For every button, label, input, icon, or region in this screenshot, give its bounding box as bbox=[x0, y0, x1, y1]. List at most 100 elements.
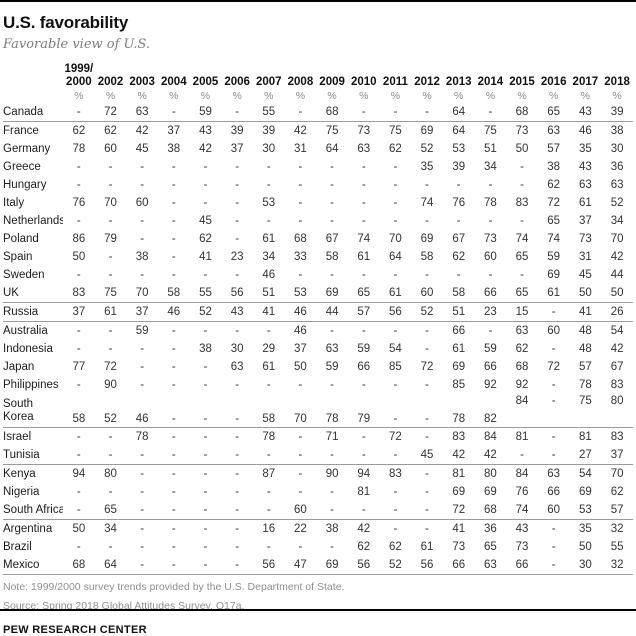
country-label: Italy bbox=[3, 196, 25, 209]
value-cell: 52 bbox=[420, 143, 434, 155]
value-cell: 59 bbox=[135, 325, 149, 337]
value-cell: - bbox=[108, 161, 113, 173]
value-cell: 30 bbox=[262, 143, 276, 155]
year-header: 2015 bbox=[509, 76, 535, 88]
value-cell: 66 bbox=[506, 556, 538, 575]
value-cell: 75 bbox=[389, 125, 402, 137]
percent-sign: % bbox=[137, 90, 147, 102]
value-cell: 76 bbox=[72, 197, 86, 209]
value-cell: - bbox=[203, 179, 208, 191]
value-cell: - bbox=[108, 325, 113, 337]
value-cell: 36 bbox=[610, 161, 624, 173]
value-cell: - bbox=[316, 501, 348, 520]
value-cell: 81 bbox=[452, 468, 466, 480]
value-cell: 43 bbox=[578, 161, 592, 173]
year-header: 2014 bbox=[477, 76, 504, 88]
value-cell: 74 bbox=[547, 233, 561, 245]
value-cell: - bbox=[221, 446, 253, 465]
value-cell: 37 bbox=[167, 125, 181, 137]
value-cell: - bbox=[203, 541, 208, 553]
value-cell: 63 bbox=[547, 125, 561, 137]
value-cell: - bbox=[361, 161, 366, 173]
value-cell: 81 bbox=[578, 431, 592, 443]
value-cell: 47 bbox=[284, 556, 317, 575]
value-cell: - bbox=[361, 197, 366, 209]
value-cell: 57 bbox=[347, 302, 380, 322]
value-cell: - bbox=[108, 486, 113, 498]
value-cell: 78 bbox=[442, 394, 475, 428]
value-cell: 52 bbox=[189, 302, 222, 322]
value-cell: 38 bbox=[325, 523, 339, 535]
value-cell: 36 bbox=[483, 523, 497, 535]
table-row: Germany 78 60 45 38 42 37 30 31 64 63 62 52 53 51 50 57 3… bbox=[3, 140, 633, 158]
value-cell: - bbox=[140, 468, 145, 480]
value-cell: 69 bbox=[483, 486, 497, 498]
value-cell: - bbox=[76, 269, 81, 281]
value-cell: 66 bbox=[452, 325, 466, 337]
value-cell: 66 bbox=[474, 284, 507, 303]
value-cell: 45 bbox=[411, 446, 443, 465]
value-cell: - bbox=[361, 431, 366, 443]
value-cell: - bbox=[203, 161, 208, 173]
value-cell: - bbox=[266, 179, 271, 191]
percent-sign: % bbox=[580, 90, 591, 102]
value-cell: - bbox=[551, 343, 556, 355]
value-cell: - bbox=[157, 103, 190, 122]
value-cell: 45 bbox=[135, 143, 149, 155]
value-cell: 58 bbox=[252, 394, 285, 428]
value-cell: 66 bbox=[547, 486, 561, 498]
value-cell: - bbox=[235, 233, 240, 245]
value-cell: 78 bbox=[72, 143, 86, 155]
value-cell: - bbox=[488, 269, 493, 281]
value-cell: 38 bbox=[199, 343, 212, 355]
value-cell: 72 bbox=[389, 431, 402, 443]
value-cell: 65 bbox=[537, 103, 570, 122]
value-cell: 70 bbox=[104, 197, 117, 209]
value-cell: - bbox=[157, 556, 190, 575]
value-cell: 46 bbox=[294, 325, 307, 337]
value-cell: - bbox=[393, 215, 398, 227]
year-header: 2012 bbox=[414, 76, 440, 88]
country-label: Sweden bbox=[3, 268, 45, 281]
value-cell: 42 bbox=[610, 343, 624, 355]
value-cell: - bbox=[108, 215, 113, 227]
percent-sign: % bbox=[359, 90, 369, 102]
value-cell: - bbox=[235, 325, 240, 337]
table-row: Kenya 94 80 - - - - 87 - 90 94 83 - 81 80 84 63 54 70 bbox=[3, 465, 633, 484]
value-cell: 22 bbox=[294, 523, 307, 535]
year-header: 2009 bbox=[319, 76, 345, 88]
value-cell: - bbox=[520, 215, 524, 227]
value-cell: 46 bbox=[578, 125, 592, 137]
value-cell: - bbox=[425, 179, 429, 191]
value-cell: 50 bbox=[294, 361, 307, 373]
value-cell: 39 bbox=[230, 125, 244, 137]
value-cell: - bbox=[284, 103, 317, 122]
value-cell: 83 bbox=[515, 197, 529, 209]
value-cell: - bbox=[203, 468, 208, 480]
country-label: Poland bbox=[3, 232, 39, 245]
value-cell: 59 bbox=[357, 343, 371, 355]
value-cell: 65 bbox=[547, 215, 561, 227]
value-cell: 33 bbox=[294, 251, 307, 263]
percent-sign: % bbox=[295, 90, 306, 102]
value-cell: 16 bbox=[262, 523, 276, 535]
value-cell: 69 bbox=[420, 233, 434, 245]
value-cell: 74 bbox=[506, 501, 538, 520]
value-cell: 50 bbox=[72, 523, 86, 535]
value-cell: 38 bbox=[135, 251, 149, 263]
value-cell: 65 bbox=[347, 284, 380, 303]
value-cell: 67 bbox=[610, 361, 624, 373]
value-cell: 62 bbox=[452, 251, 466, 263]
value-cell: 57 bbox=[547, 143, 561, 155]
percent-sign: % bbox=[422, 90, 432, 102]
value-cell: - bbox=[330, 325, 335, 337]
value-cell: - bbox=[140, 361, 145, 373]
table-row: Israel - - 78 - - - 78 - 71 - 72 - 83 84 81 - 81 83 bbox=[3, 428, 633, 447]
value-cell: - bbox=[425, 325, 429, 337]
value-cell: 38 bbox=[547, 161, 561, 173]
value-cell: - bbox=[171, 431, 176, 443]
value-cell: 76 bbox=[452, 197, 466, 209]
value-cell: 51 bbox=[252, 284, 285, 303]
year-header: 2017 bbox=[572, 76, 599, 88]
value-cell: - bbox=[298, 431, 303, 443]
